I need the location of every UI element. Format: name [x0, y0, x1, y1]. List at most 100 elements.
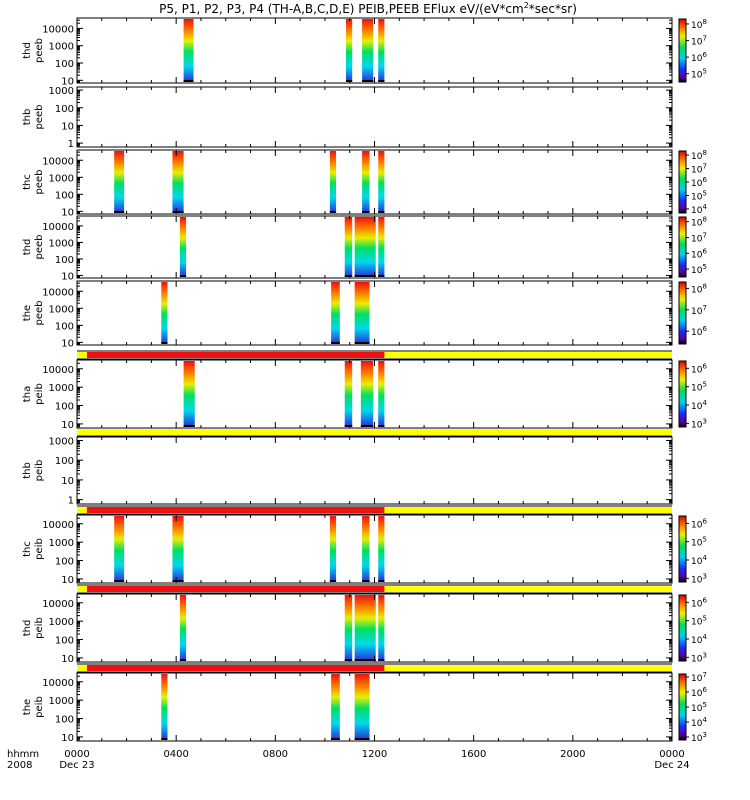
time-tick-label: 0800: [263, 749, 288, 760]
panel-probe-label: thb: [22, 462, 33, 479]
y-tick-label: 100: [55, 321, 74, 332]
time-axis-year: 2008: [7, 760, 32, 771]
segment-floor: [172, 580, 184, 582]
panel-product-label: peeb: [34, 38, 45, 63]
y-tick-label: 10000: [42, 24, 74, 35]
y-tick-label: 1000: [49, 173, 74, 184]
spectrogram-segment: [378, 151, 385, 213]
colorbar-tick-label: 104: [691, 399, 707, 412]
colorbar: [678, 216, 687, 278]
colorbar-tick-label: 107: [691, 35, 707, 48]
y-tick-label: 1000: [49, 304, 74, 315]
y-tick-label: 10: [61, 338, 74, 349]
y-tick-label: 1: [68, 496, 74, 507]
colorbar-tick-label: 106: [691, 686, 707, 699]
panel-probe-label: thc: [22, 174, 33, 190]
panel-product-label: peeb: [34, 170, 45, 195]
figure-title: P5, P1, P2, P3, P4 (TH-A,B,C,D,E) PEIB,P…: [159, 1, 577, 16]
segment-floor: [331, 738, 340, 740]
spectrogram-segment: [354, 282, 370, 344]
time-tick-label: 0000: [659, 749, 684, 760]
panel-probe-label: thc: [22, 541, 33, 557]
spectrogram-segment: [378, 217, 385, 277]
y-tick-label: 1000: [49, 538, 74, 549]
spectrogram-segment: [172, 151, 184, 213]
segment-floor: [172, 211, 184, 213]
spectrogram-segment: [362, 19, 374, 82]
colorbar-tick-label: 103: [691, 731, 707, 744]
spectrogram-segment: [378, 516, 385, 582]
y-tick-label: 1000: [49, 436, 74, 447]
y-tick-label: 100: [55, 636, 74, 647]
spectrogram-segment: [161, 674, 168, 740]
y-tick-label: 10000: [42, 678, 74, 689]
colorbar-tick-label: 106: [691, 325, 707, 338]
segment-floor: [329, 211, 337, 213]
y-tick-label: 100: [55, 456, 74, 467]
segment-floor: [183, 425, 195, 427]
y-tick-label: 10: [61, 271, 74, 282]
segment-floor: [114, 580, 125, 582]
colorbar-tick-label: 105: [691, 615, 707, 628]
colorbar-tick-label: 105: [691, 263, 707, 276]
y-tick-label: 10000: [42, 287, 74, 298]
time-tick-label: 2000: [560, 749, 585, 760]
segment-floor: [378, 211, 385, 213]
colorbar-tick-label: 105: [691, 68, 707, 81]
segment-floor: [179, 659, 187, 661]
panel-frame: [76, 17, 673, 84]
colorbar: [678, 673, 687, 741]
y-tick-label: 1000: [49, 696, 74, 707]
quality-bar-yellow: [77, 429, 672, 435]
panel-thc-peib: 10000 1000 100 10 thc peib 106 105 104 103: [22, 505, 707, 586]
spectrogram-segment: [344, 361, 353, 427]
colorbar-tick-label: 105: [691, 381, 707, 394]
panel-frame: [76, 149, 673, 215]
colorbar-tick-label: 108: [691, 18, 707, 31]
colorbar-tick-label: 103: [691, 417, 707, 430]
segment-floor: [362, 580, 370, 582]
segment-floor: [378, 80, 385, 82]
colorbar: [678, 360, 687, 428]
panel-frame: [76, 514, 673, 584]
colorbar-tick-label: 106: [691, 247, 707, 260]
time-tick-label: 1600: [461, 749, 486, 760]
panel-thd-peib: 10000 1000 100 10 thd peib 106 105 104 103: [22, 584, 707, 665]
colorbar-tick-label: 107: [691, 304, 707, 317]
y-tick-label: 10: [61, 654, 74, 665]
y-tick-label: 10000: [42, 156, 74, 167]
colorbar: [678, 150, 687, 214]
segment-floor: [378, 580, 385, 582]
colorbar-tick-label: 107: [691, 232, 707, 245]
spectrogram-segment: [331, 282, 340, 344]
segment-floor: [161, 738, 168, 740]
y-tick-label: 1: [68, 139, 74, 150]
spectrogram-segment: [179, 595, 187, 661]
y-tick-label: 100: [55, 402, 74, 413]
colorbar-tick-label: 105: [691, 189, 707, 202]
spectrogram-segment: [360, 361, 374, 427]
spectrogram-segment: [344, 595, 353, 661]
colorbar-tick-label: 104: [691, 716, 707, 729]
spectrogram-segment: [183, 361, 195, 427]
y-tick-label: 10000: [42, 365, 74, 376]
colorbar-tick-label: 105: [691, 701, 707, 714]
panel-product-label: peib: [34, 617, 45, 639]
panel-probe-label: the: [22, 699, 33, 715]
spectrogram-segment: [161, 282, 168, 344]
y-tick-label: 100: [55, 59, 74, 70]
segment-floor: [344, 425, 353, 427]
quality-bar-red: [86, 665, 385, 671]
y-tick-label: 10000: [42, 520, 74, 531]
segment-floor: [161, 342, 168, 344]
panel-the-peib: 10000 1000 100 10 the peib 107 106 105 104 103: [22, 663, 707, 744]
y-tick-label: 100: [55, 104, 74, 115]
panel-product-label: peib: [34, 460, 45, 482]
panel-product-label: peib: [34, 696, 45, 718]
quality-bar-red: [86, 352, 385, 358]
time-axis-label: hhmm: [7, 749, 39, 760]
panel-thb-peib: 1000 100 10 1 thb peib: [22, 427, 673, 507]
time-axis: hhmm 2008 Dec 23 Dec 24 0000 0400 0800 1200…: [7, 749, 690, 771]
time-tick-label: 0000: [64, 749, 89, 760]
